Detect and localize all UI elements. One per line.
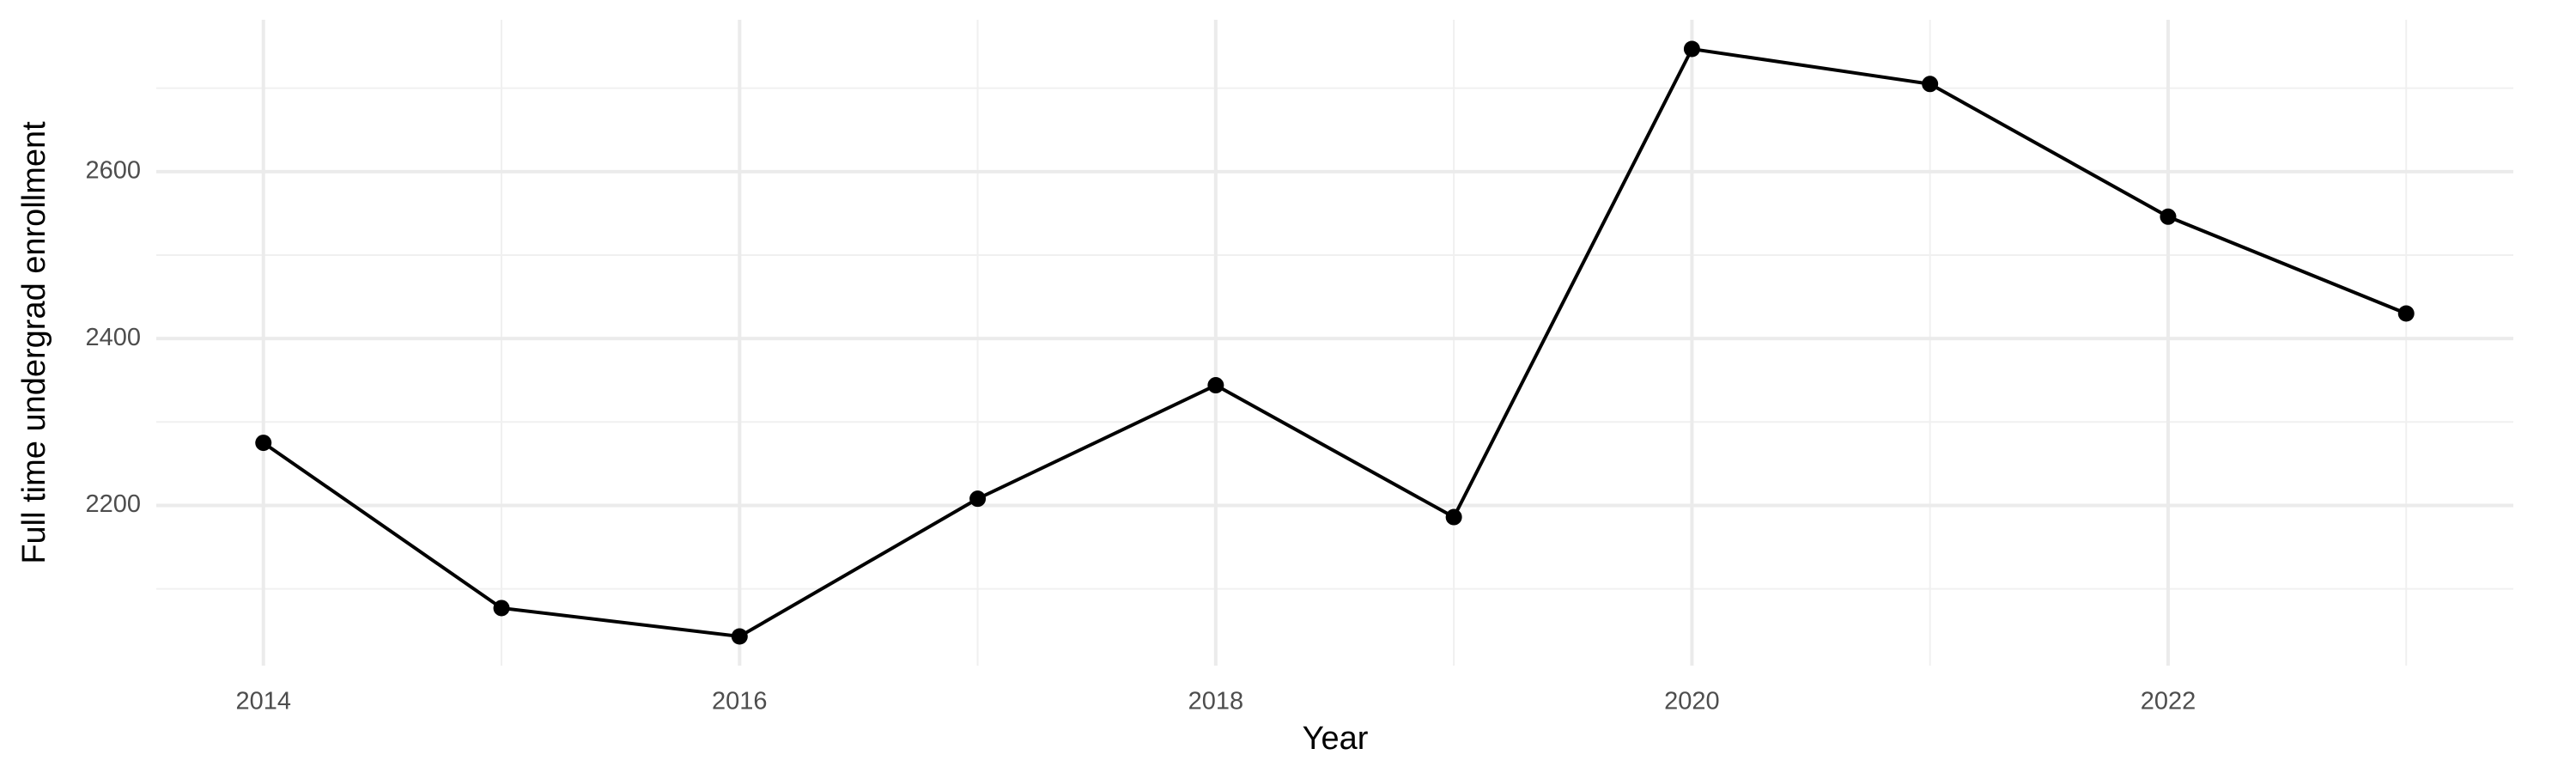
point — [1207, 377, 1224, 394]
point — [2397, 305, 2415, 322]
point — [731, 628, 748, 645]
x-axis-title: Year — [1303, 721, 1369, 757]
point — [493, 600, 510, 617]
y-axis-title: Full time undergrad enrollment — [16, 121, 52, 564]
x-tick-label: 2016 — [712, 688, 768, 715]
point — [969, 490, 987, 508]
point — [1445, 508, 1462, 526]
x-tick-label: 2014 — [236, 688, 292, 715]
x-tick-label: 2022 — [2141, 688, 2196, 715]
point — [1683, 40, 1700, 58]
x-tick-label: 2020 — [1664, 688, 1720, 715]
y-tick-label: 2400 — [85, 324, 141, 351]
y-tick-label: 2200 — [85, 490, 141, 518]
line — [262, 46, 2407, 639]
x-tick-label: 2018 — [1188, 688, 1244, 715]
y-tick-label: 2600 — [85, 156, 141, 184]
point — [1922, 76, 1939, 93]
point — [255, 435, 272, 452]
point — [2160, 208, 2177, 225]
